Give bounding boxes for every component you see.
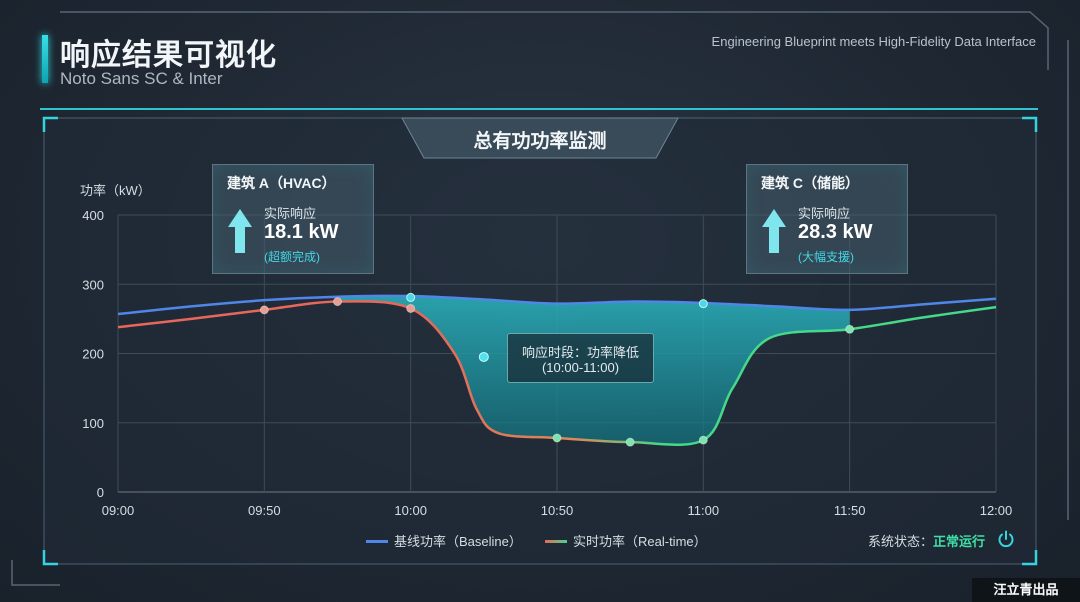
card-label: 实际响应 (798, 206, 851, 221)
x-tick-label: 09:00 (102, 503, 135, 518)
annotation-line-1: 响应时段：功率降低 (521, 345, 639, 360)
card-value: 18.1 kW (264, 221, 339, 243)
realtime-series-line (117, 300, 997, 446)
legend-swatch-baseline (366, 540, 388, 544)
realtime-point (333, 297, 342, 307)
annotation-line-2: (10:00-11:00) (541, 360, 620, 375)
status-label: 系统状态： (868, 534, 934, 549)
card-note: (大幅支援) (798, 250, 854, 264)
card-label: 实际响应 (264, 206, 317, 221)
card-note: (超额完成) (264, 250, 320, 264)
y-tick-label: 0 (97, 485, 104, 500)
building-a-card: 建筑 A（HVAC） 实际响应 18.1 kW (超额完成) (212, 164, 374, 274)
footer-credit: 汪立青出品 (972, 578, 1080, 602)
y-tick-label: 100 (82, 416, 104, 431)
panel-title: 总有功功率监测 (473, 131, 607, 152)
title-accent-bar (42, 35, 48, 83)
page-title: 响应结果可视化 (60, 39, 277, 72)
baseline-point (406, 292, 416, 302)
x-tick-label: 09:50 (248, 503, 281, 518)
y-tick-label: 300 (82, 277, 104, 292)
legend-swatch-realtime (545, 540, 567, 544)
realtime-point (406, 303, 416, 313)
building-c-card: 建筑 C（储能） 实际响应 28.3 kW (大幅支援) (746, 164, 908, 274)
page-tagline: Engineering Blueprint meets High-Fidelit… (711, 34, 1036, 49)
card-title: 建筑 C（储能） (761, 175, 859, 191)
baseline-point (698, 299, 708, 309)
arrow-up-icon (762, 209, 786, 253)
card-value: 28.3 kW (798, 221, 873, 243)
annotation-point (478, 351, 489, 362)
realtime-point (552, 433, 562, 443)
y-tick-label: 200 (82, 347, 104, 362)
legend-label: 基线功率（Baseline） (394, 534, 522, 549)
realtime-point (698, 435, 708, 445)
x-tick-label: 12:00 (980, 503, 1013, 518)
legend-baseline: 基线功率（Baseline） (366, 531, 522, 550)
baseline-series-line (117, 294, 997, 316)
x-tick-label: 11:00 (688, 503, 720, 518)
power-icon[interactable] (996, 529, 1016, 549)
x-tick-label: 11:50 (834, 503, 866, 518)
x-tick-label: 10:50 (541, 503, 574, 518)
x-tick-label: 10:00 (394, 503, 427, 518)
page-subtitle: Noto Sans SC & Inter (60, 69, 223, 88)
realtime-point (845, 324, 855, 334)
y-axis-label: 功率（kW） (80, 183, 151, 198)
realtime-point (259, 305, 269, 315)
y-tick-label: 400 (82, 208, 104, 223)
legend-realtime: 实时功率（Real-time） (545, 531, 707, 550)
arrow-up-icon (228, 209, 252, 253)
status-value: 正常运行 (933, 534, 986, 549)
system-status: 系统状态：正常运行 (868, 531, 985, 550)
card-title: 建筑 A（HVAC） (227, 175, 336, 191)
response-period-annotation: 响应时段：功率降低 (10:00-11:00) (507, 333, 654, 383)
legend-label: 实时功率（Real-time） (573, 534, 707, 549)
realtime-point (625, 437, 635, 447)
